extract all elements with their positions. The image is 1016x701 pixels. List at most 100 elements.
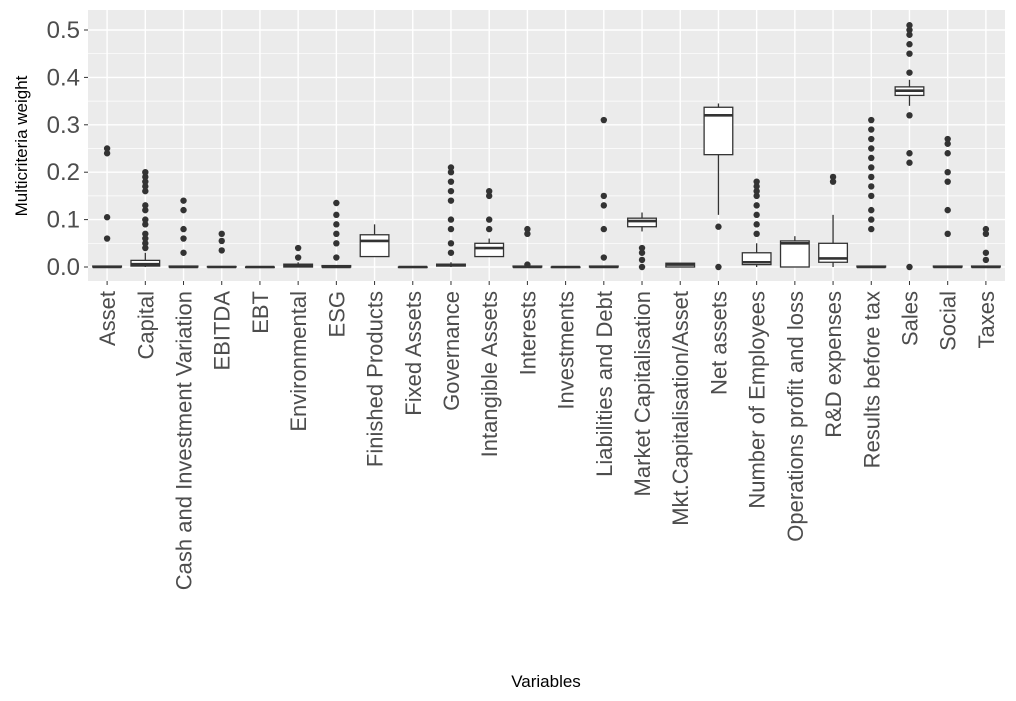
x-tick-label: Environmental (286, 291, 311, 432)
outlier-point (906, 112, 913, 119)
outlier-point (753, 192, 760, 200)
box-10 (474, 187, 505, 258)
outlier-point (333, 230, 340, 238)
boxes (92, 22, 1001, 271)
outlier-point (142, 221, 149, 228)
outlier-point (906, 26, 913, 34)
box-body (741, 252, 772, 266)
x-axis-title: Variables (511, 672, 581, 691)
outlier-point (715, 223, 722, 230)
outlier-point (142, 235, 149, 242)
outlier-point (524, 225, 531, 233)
x-tick-label: R&D expenses (821, 291, 846, 438)
outlier-point (638, 263, 646, 271)
outlier-point (753, 221, 760, 228)
y-tick-label: 0.1 (47, 207, 80, 234)
outlier-point (944, 135, 951, 143)
outlier-point (600, 254, 608, 261)
outlier-point (142, 202, 149, 209)
outlier-point (906, 150, 913, 157)
outlier-point (485, 216, 493, 223)
outlier-point (142, 206, 149, 214)
outlier-point (753, 202, 760, 209)
box-22 (932, 135, 963, 269)
outlier-point (447, 178, 455, 185)
outlier-point (142, 244, 149, 252)
outlier-point (333, 199, 340, 207)
outlier-point (982, 256, 990, 264)
box-8 (397, 265, 428, 269)
outlier-point (906, 22, 913, 29)
outlier-point (868, 135, 875, 143)
outlier-point (829, 178, 837, 185)
x-tick-label: Fixed Assets (401, 291, 426, 416)
y-tick-label: 0.0 (47, 254, 80, 281)
outlier-point (715, 263, 722, 271)
outlier-point (333, 221, 340, 228)
y-tick-label: 0.4 (47, 64, 80, 91)
outlier-point (868, 206, 875, 214)
outlier-point (638, 256, 646, 264)
box-17 (741, 178, 772, 267)
outlier-point (103, 235, 111, 242)
outlier-point (868, 126, 875, 133)
box-12 (550, 265, 581, 269)
outlier-point (180, 225, 187, 233)
outlier-point (829, 173, 837, 181)
y-tick-label: 0.5 (47, 17, 80, 44)
outlier-point (982, 249, 990, 256)
box-23 (970, 225, 1001, 269)
box-20 (856, 116, 887, 269)
x-tick-label: Number of Employees (745, 291, 770, 509)
x-tick-label: Sales (897, 291, 922, 346)
outlier-point (218, 230, 225, 238)
outlier-point (142, 178, 149, 185)
outlier-point (753, 230, 760, 238)
box-18 (779, 236, 810, 268)
outlier-point (944, 230, 951, 238)
outlier-point (142, 216, 149, 223)
outlier-point (447, 164, 455, 171)
outlier-point (638, 244, 646, 252)
outlier-point (142, 187, 149, 195)
box-0 (92, 145, 123, 269)
x-tick-label: Taxes (974, 291, 999, 348)
outlier-point (982, 225, 990, 233)
box-7 (359, 224, 390, 258)
outlier-point (944, 150, 951, 157)
outlier-point (753, 187, 760, 195)
x-tick-label: Liabilities and Debt (592, 291, 617, 477)
outlier-point (868, 173, 875, 181)
outlier-point (142, 169, 149, 176)
outlier-point (447, 225, 455, 233)
x-tick-label: ESG (324, 291, 349, 337)
y-tick-label: 0.3 (47, 112, 80, 139)
outlier-point (103, 150, 111, 157)
x-tick-label: Social (936, 291, 961, 351)
x-tick-label: Investments (554, 291, 579, 410)
outlier-point (868, 145, 875, 152)
outlier-point (906, 41, 913, 48)
outlier-point (868, 225, 875, 233)
outlier-point (218, 247, 225, 254)
box-3 (206, 230, 237, 269)
y-tick-label: 0.2 (47, 159, 80, 186)
x-tick-label: Market Capitalisation (630, 291, 655, 496)
outlier-point (103, 145, 111, 152)
outlier-point (180, 235, 187, 242)
box-6 (321, 199, 352, 269)
outlier-point (638, 249, 646, 256)
x-tick-label: Mkt.Capitalisation/Asset (668, 291, 693, 526)
outlier-point (142, 240, 149, 247)
box-9 (436, 164, 466, 267)
box-4 (244, 265, 275, 269)
box-13 (588, 116, 619, 269)
box-14 (627, 212, 657, 271)
outlier-point (524, 261, 531, 268)
outlier-point (447, 197, 455, 204)
outlier-point (447, 169, 455, 176)
x-axis-ticks: Asset Capital Cash and Investment Variatio… (95, 281, 999, 590)
outlier-point (142, 183, 149, 190)
outlier-point (333, 211, 340, 219)
